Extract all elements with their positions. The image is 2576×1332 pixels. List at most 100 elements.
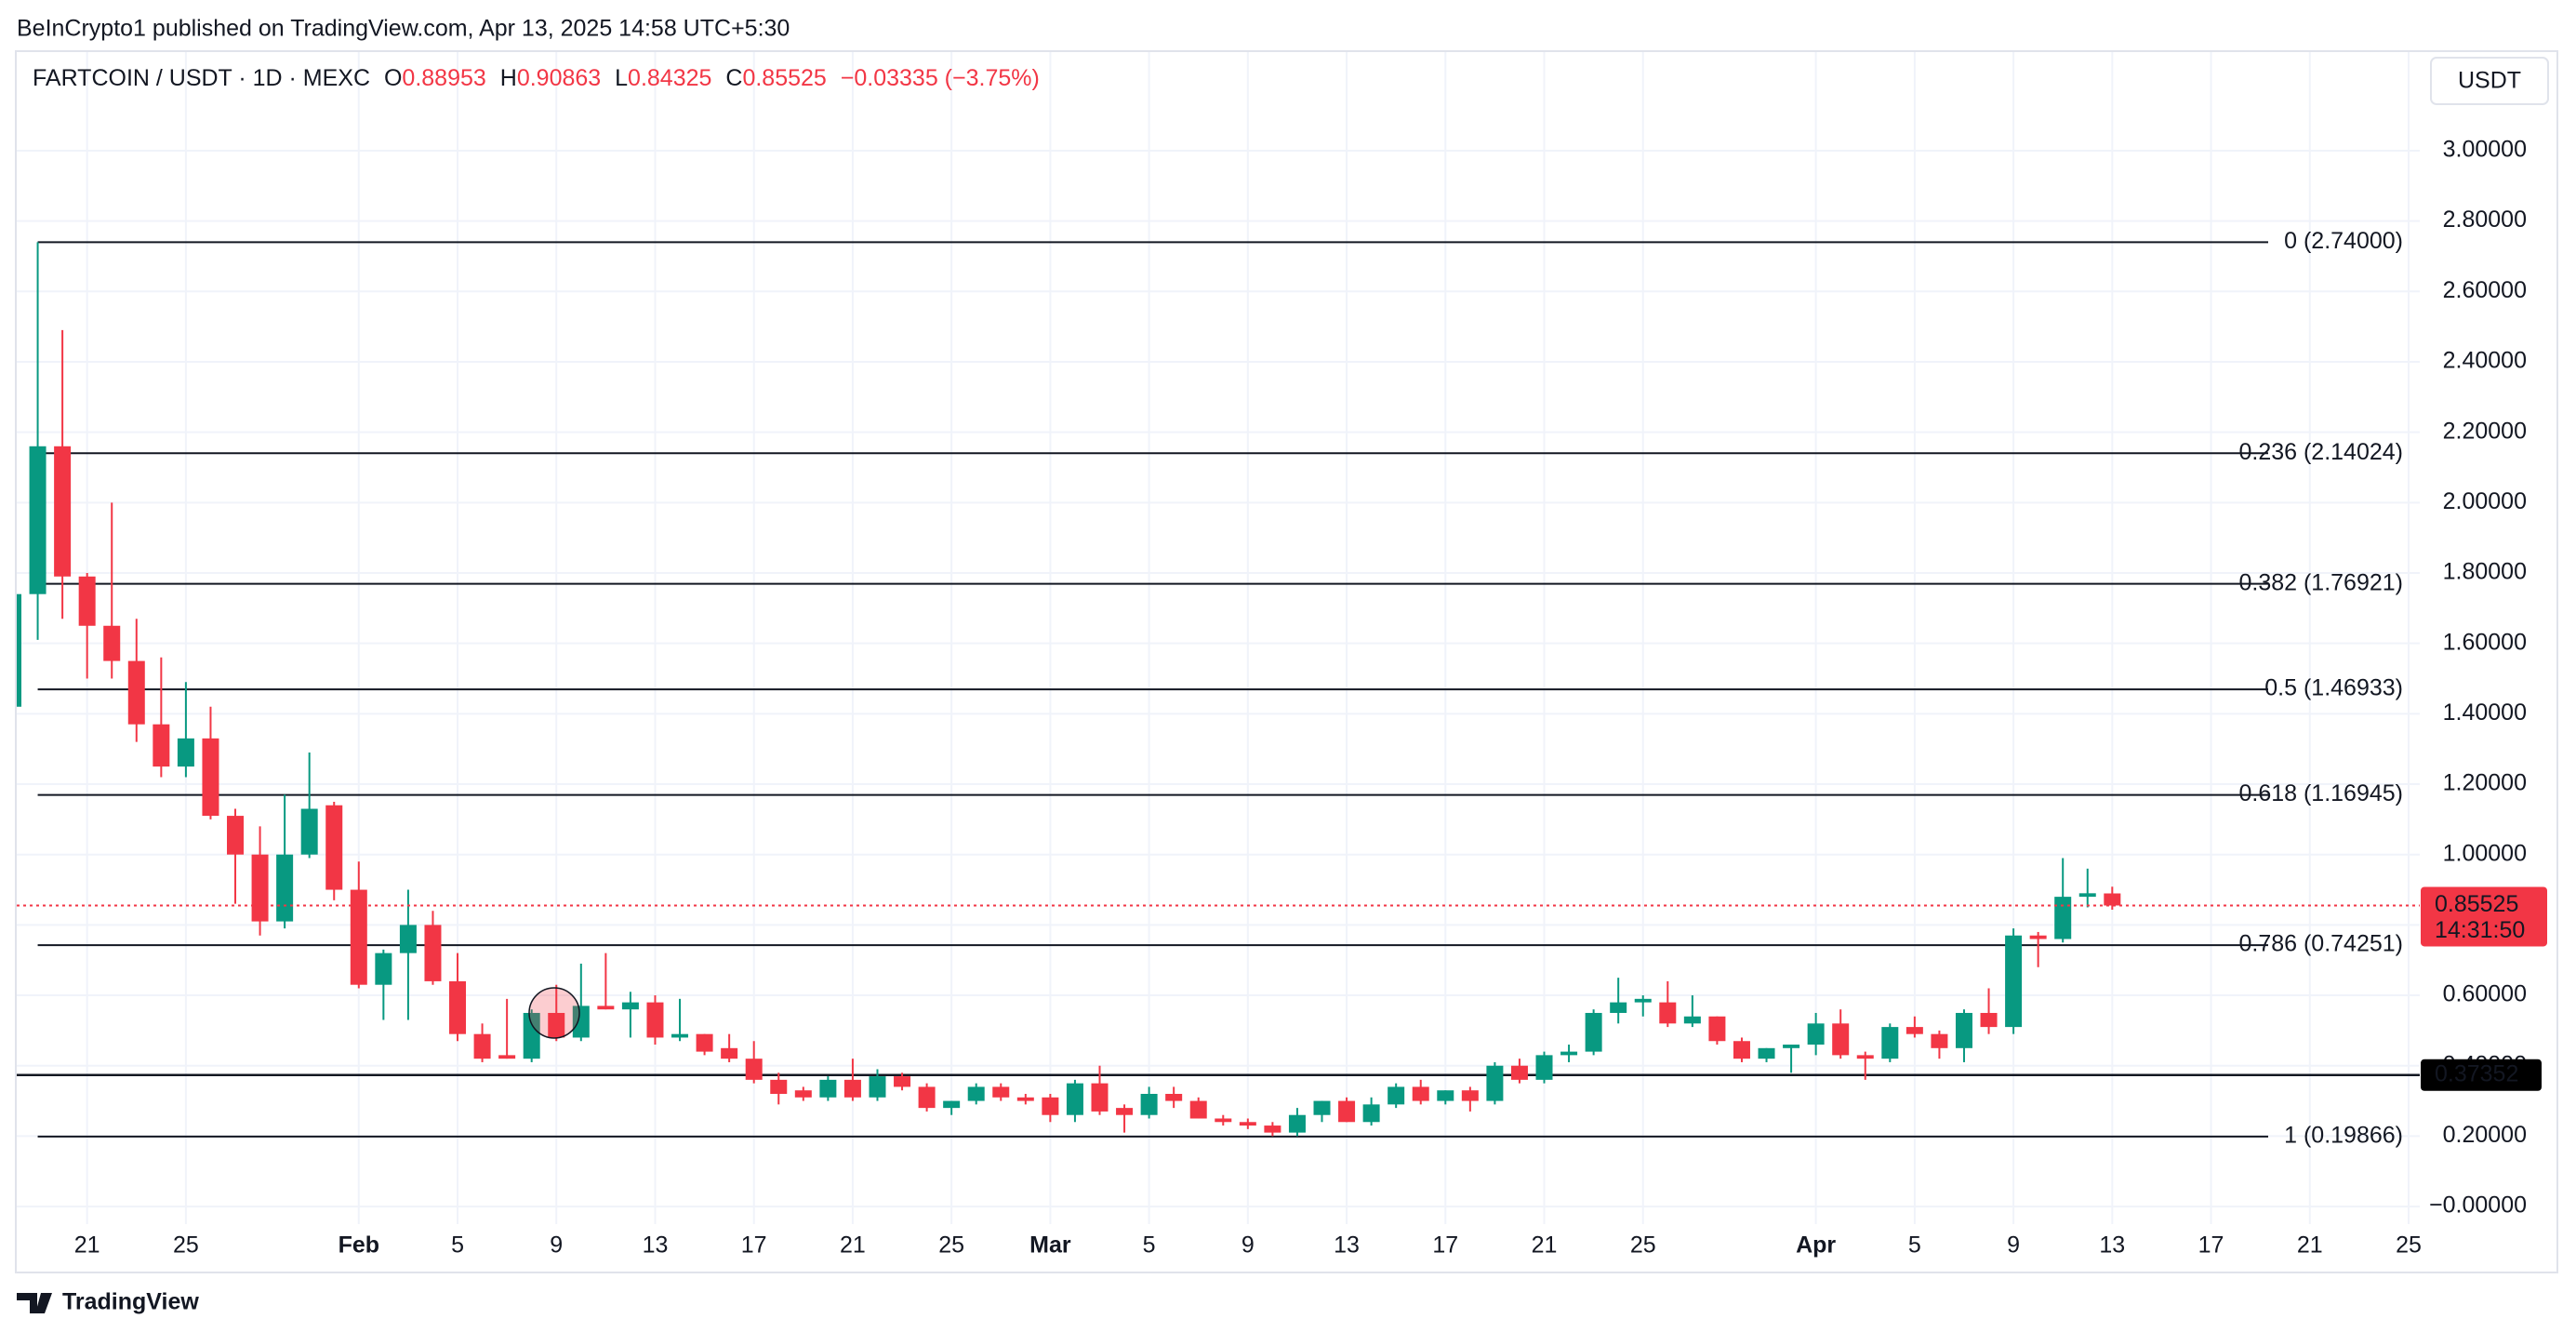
candle-body <box>1437 1090 1454 1101</box>
candle-body <box>1708 1016 1726 1042</box>
candle-body <box>202 738 219 817</box>
candle-body <box>2005 935 2023 1028</box>
candle-body <box>1783 1045 1800 1048</box>
high-value: 0.90863 <box>517 65 601 91</box>
plot-area <box>17 241 2420 1138</box>
candle-body <box>1733 1041 1750 1059</box>
axes: 3.00000 2.80000 2.60000 2.40000 2.20000 2.000… <box>74 137 2547 1259</box>
candle-body <box>819 1079 837 1098</box>
candle-body <box>17 593 21 707</box>
ohlc-label: L <box>615 65 628 91</box>
candle-body <box>1066 1083 1083 1115</box>
low-value: 0.84325 <box>628 65 711 91</box>
x-tick-label: 13 <box>643 1232 669 1259</box>
x-tick-label: Feb <box>339 1232 379 1259</box>
fib-label: 0.618 (1.16945) <box>2238 780 2403 806</box>
candle-body <box>967 1086 985 1101</box>
symbol: FARTCOIN / USDT · 1D · MEXC <box>33 65 370 91</box>
y-tick-label: 0.20000 <box>2443 1122 2527 1148</box>
currency[interactable]: USDT <box>2458 68 2521 94</box>
x-tick-label: 25 <box>2396 1232 2422 1259</box>
ohlc-label: O <box>384 65 402 91</box>
candle-body <box>1042 1097 1059 1115</box>
candle-body <box>548 1012 565 1038</box>
last-price-label: 0.85525 <box>2435 891 2518 917</box>
y-tick-label: 2.60000 <box>2443 277 2527 303</box>
y-tick-label: 0.60000 <box>2443 981 2527 1007</box>
candle-body <box>1140 1094 1158 1115</box>
x-tick-label: 21 <box>840 1232 866 1259</box>
candle-body <box>350 889 367 985</box>
candle-body <box>1016 1097 1034 1101</box>
brand: TradingView <box>62 1289 199 1315</box>
x-tick-label: 25 <box>1630 1232 1656 1259</box>
fib-label: 0 (2.74000) <box>2284 228 2403 254</box>
candle-body <box>54 446 72 577</box>
x-tick-label: 25 <box>173 1232 199 1259</box>
candle-body <box>1758 1047 1775 1059</box>
candle-body <box>498 1055 516 1059</box>
candle-body <box>745 1059 763 1080</box>
x-tick-label: 13 <box>1334 1232 1360 1259</box>
candle-body <box>1980 1012 1998 1028</box>
y-tick-label: −0.00000 <box>2429 1192 2527 1219</box>
candle-body <box>1239 1122 1256 1126</box>
x-tick-label: 9 <box>1242 1232 1255 1259</box>
symbol-legend: FARTCOIN / USDT · 1D · MEXC O0.88953 H0.… <box>33 65 1040 91</box>
y-tick-label: 2.20000 <box>2443 418 2527 444</box>
x-tick-label: 13 <box>2099 1232 2125 1259</box>
candle-body <box>572 1006 590 1038</box>
candle-body <box>127 660 145 725</box>
candle-body <box>671 1033 689 1038</box>
chart-frame <box>15 50 2558 1273</box>
candle-body <box>1288 1114 1306 1133</box>
candle-body <box>992 1086 1010 1098</box>
candle-body <box>869 1076 886 1098</box>
y-tick-label: 1.20000 <box>2443 770 2527 796</box>
open-value: 0.88953 <box>402 65 485 91</box>
candle-body <box>2104 893 2121 906</box>
y-tick-label: 2.00000 <box>2443 488 2527 514</box>
candle-body <box>1412 1086 1429 1101</box>
candle-body <box>1955 1012 1972 1048</box>
candle-body <box>1215 1118 1232 1123</box>
candle-body <box>399 925 417 953</box>
x-tick-label: 9 <box>550 1232 563 1259</box>
candle-body <box>1856 1055 1874 1059</box>
y-tick-label: 1.60000 <box>2443 629 2527 655</box>
candle-body <box>1165 1094 1183 1101</box>
ohlc-label: C <box>725 65 742 91</box>
candle-body <box>153 724 170 767</box>
candle-body <box>1610 1002 1627 1013</box>
candle-body <box>29 446 46 594</box>
candle-body <box>1486 1065 1504 1101</box>
y-tick-label: 1.00000 <box>2443 840 2527 866</box>
x-tick-label: Mar <box>1029 1232 1071 1259</box>
y-tick-label: 1.40000 <box>2443 699 2527 726</box>
candle-body <box>1338 1100 1356 1123</box>
candle-body <box>2078 893 2096 898</box>
grid <box>17 52 2420 1224</box>
candle-body <box>276 854 294 922</box>
fib-label: 0.5 (1.46933) <box>2264 675 2403 701</box>
candle-body <box>103 625 121 661</box>
candle-body <box>1931 1033 1948 1048</box>
candle-body <box>1189 1100 1207 1119</box>
candle-body <box>1264 1126 1281 1133</box>
candle-body <box>794 1090 812 1098</box>
x-tick-label: 17 <box>741 1232 767 1259</box>
candle-body <box>1461 1090 1479 1101</box>
candle-body <box>696 1033 713 1052</box>
candle-body <box>523 1012 540 1059</box>
candle-body <box>1881 1027 1899 1059</box>
candle-body <box>894 1076 911 1087</box>
candle-body <box>943 1100 961 1109</box>
fib-label: 0.382 (1.76921) <box>2238 569 2403 595</box>
last-price-box <box>2421 886 2547 947</box>
candle-body <box>251 854 269 922</box>
candle-body <box>375 952 392 985</box>
currency-button[interactable] <box>2430 57 2549 105</box>
x-tick-label: 9 <box>2007 1232 2020 1259</box>
fib-label: 1 (0.19866) <box>2284 1123 2403 1149</box>
candle-body <box>1362 1104 1380 1123</box>
